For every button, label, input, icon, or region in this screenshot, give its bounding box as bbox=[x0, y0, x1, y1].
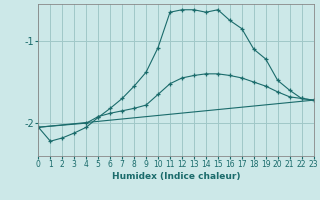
X-axis label: Humidex (Indice chaleur): Humidex (Indice chaleur) bbox=[112, 172, 240, 181]
